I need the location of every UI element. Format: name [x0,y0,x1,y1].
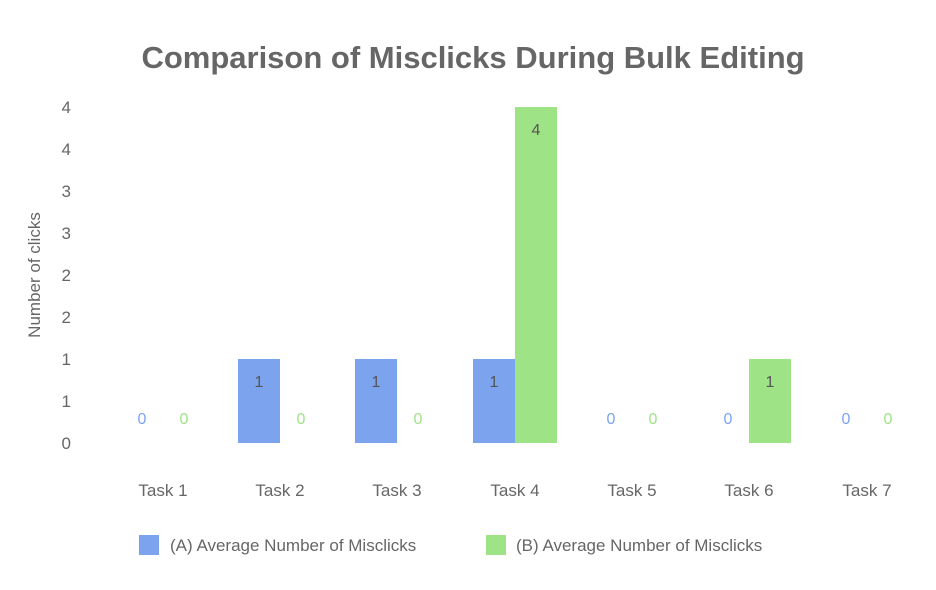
bar [355,359,397,443]
data-label: 0 [884,411,893,428]
data-label: 0 [649,411,658,428]
y-tick-label: 0 [62,434,71,453]
data-label: 0 [180,411,189,428]
bar [238,359,280,443]
x-tick-label: Task 6 [724,481,773,500]
y-axis-label: Number of clicks [25,212,44,338]
data-label: 1 [372,374,381,391]
y-tick-label: 1 [62,392,71,411]
y-tick-label: 3 [62,224,71,243]
data-labels-group: 0 1 1 1 0 0 0 0 0 0 4 0 1 0 [138,122,893,428]
y-tick-label: 1 [62,350,71,369]
data-label: 0 [138,411,147,428]
data-label: 4 [532,122,541,139]
bar [473,359,515,443]
data-label: 0 [607,411,616,428]
data-label: 0 [724,411,733,428]
y-tick-label: 2 [62,266,71,285]
chart-title: Comparison of Misclicks During Bulk Edit… [141,40,804,75]
x-tick-label: Task 4 [490,481,539,500]
y-tick-label: 3 [62,182,71,201]
y-axis-ticks: 0 1 1 2 2 3 3 4 4 [62,98,71,453]
bars-group [238,107,791,443]
x-tick-label: Task 5 [607,481,656,500]
data-label: 0 [414,411,423,428]
legend-item: (B) Average Number of Misclicks [486,535,762,555]
y-tick-label: 4 [62,98,71,117]
legend-item: (A) Average Number of Misclicks [139,535,416,555]
data-label: 1 [490,374,499,391]
bar [515,107,557,443]
legend: (A) Average Number of Misclicks (B) Avera… [139,535,762,555]
y-tick-label: 2 [62,308,71,327]
x-tick-label: Task 2 [255,481,304,500]
x-axis-ticks: Task 1 Task 2 Task 3 Task 4 Task 5 Task 6 Task… [138,481,891,500]
data-label: 1 [766,374,775,391]
data-label: 1 [255,374,264,391]
x-tick-label: Task 3 [372,481,421,500]
x-tick-label: Task 1 [138,481,187,500]
x-tick-label: Task 7 [842,481,891,500]
y-tick-label: 4 [62,140,71,159]
legend-label: (B) Average Number of Misclicks [516,536,762,555]
bar [749,359,791,443]
data-label: 0 [297,411,306,428]
legend-swatch [486,535,506,555]
legend-label: (A) Average Number of Misclicks [170,536,416,555]
legend-swatch [139,535,159,555]
data-label: 0 [842,411,851,428]
